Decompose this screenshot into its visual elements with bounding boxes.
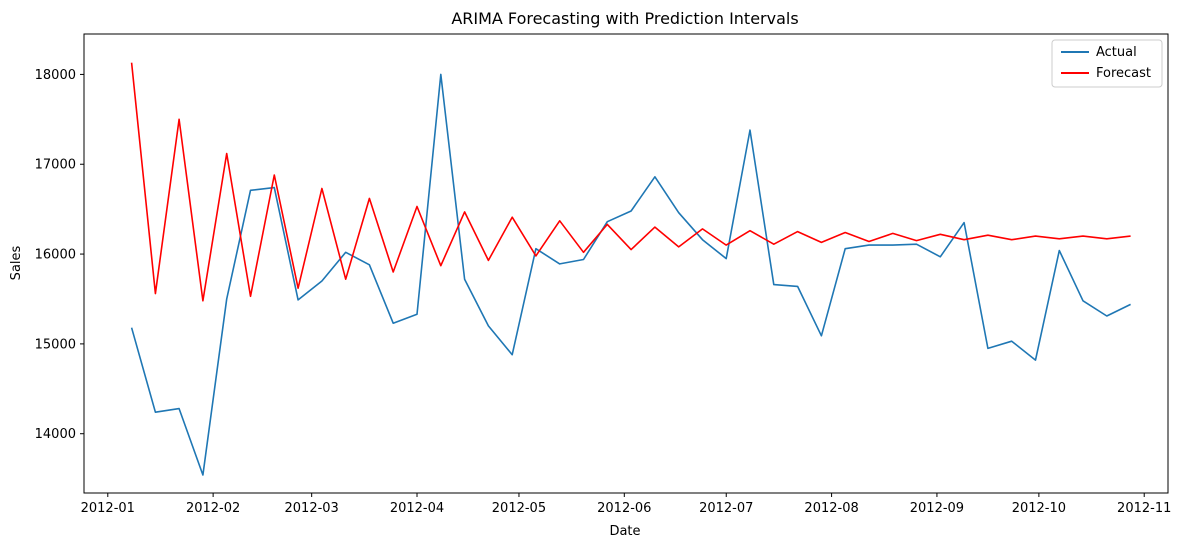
x-tick-label: 2012-10 xyxy=(1012,501,1066,516)
y-tick-label: 18000 xyxy=(35,68,76,83)
x-tick-label: 2012-08 xyxy=(804,501,858,516)
y-axis-label: Sales xyxy=(9,245,24,280)
y-tick-label: 17000 xyxy=(35,158,76,173)
x-tick-label: 2012-07 xyxy=(699,501,753,516)
chart-title: ARIMA Forecasting with Prediction Interv… xyxy=(451,9,798,28)
y-tick-label: 16000 xyxy=(35,248,76,263)
x-tick-label: 2012-06 xyxy=(597,501,651,516)
x-axis: 2012-01 2012-02 2012-03 2012-04 2012-05 2012-… xyxy=(81,493,1171,516)
x-axis-label: Date xyxy=(609,524,640,539)
legend-label-actual: Actual xyxy=(1096,45,1137,60)
legend-label-forecast: Forecast xyxy=(1096,66,1151,81)
x-tick-label: 2012-11 xyxy=(1117,501,1171,516)
x-tick-label: 2012-04 xyxy=(390,501,444,516)
series-lines xyxy=(130,62,1131,476)
x-tick-label: 2012-02 xyxy=(186,501,240,516)
legend: Actual Forecast xyxy=(1051,39,1163,88)
y-tick-label: 14000 xyxy=(35,427,76,442)
x-tick-label: 2012-01 xyxy=(81,501,135,516)
x-tick-label: 2012-03 xyxy=(285,501,339,516)
y-axis: 14000 15000 16000 17000 18000 xyxy=(35,68,84,442)
plot-area xyxy=(83,33,1169,494)
series-line-actual xyxy=(130,73,1131,476)
x-tick-label: 2012-09 xyxy=(910,501,964,516)
series-line-forecast xyxy=(130,62,1131,302)
x-tick-label: 2012-05 xyxy=(492,501,546,516)
y-tick-label: 15000 xyxy=(35,337,76,352)
